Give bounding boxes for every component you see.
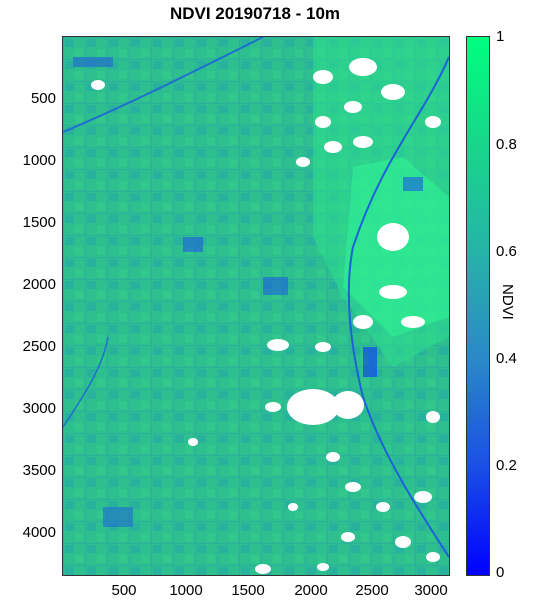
y-tick-label: 500: [30, 90, 56, 107]
y-tick-label: 2500: [22, 338, 56, 355]
y-tick-label: 2000: [22, 276, 56, 293]
x-tick-label: 500: [111, 582, 137, 599]
y-tick-label: 3000: [22, 400, 56, 417]
ndvi-raster-image: [62, 36, 450, 576]
colorbar: [466, 36, 490, 576]
x-tick-label: 2000: [294, 582, 328, 599]
y-tick-label: 1000: [22, 152, 56, 169]
y-tick-label: 3500: [22, 462, 56, 479]
x-tick-label: 2500: [355, 582, 389, 599]
raster-canvas: [63, 37, 449, 575]
x-tick-label: 1000: [169, 582, 203, 599]
y-tick-label: 1500: [22, 214, 56, 231]
x-tick-label: 1500: [231, 582, 265, 599]
colorbar-tick-label: 0.4: [496, 350, 517, 367]
figure-title: NDVI 20190718 - 10m: [169, 4, 341, 23]
colorbar-label: NDVI: [499, 284, 516, 320]
colorbar-tick-label: 0: [496, 564, 505, 581]
x-tick-label: 3000: [414, 582, 448, 599]
colorbar-tick-label: 1: [496, 28, 505, 45]
y-tick-label: 4000: [22, 524, 56, 541]
colorbar-tick-label: 0.8: [496, 136, 517, 153]
colorbar-tick-label: 0.6: [496, 243, 517, 260]
colorbar-tick-label: 0.2: [496, 457, 517, 474]
